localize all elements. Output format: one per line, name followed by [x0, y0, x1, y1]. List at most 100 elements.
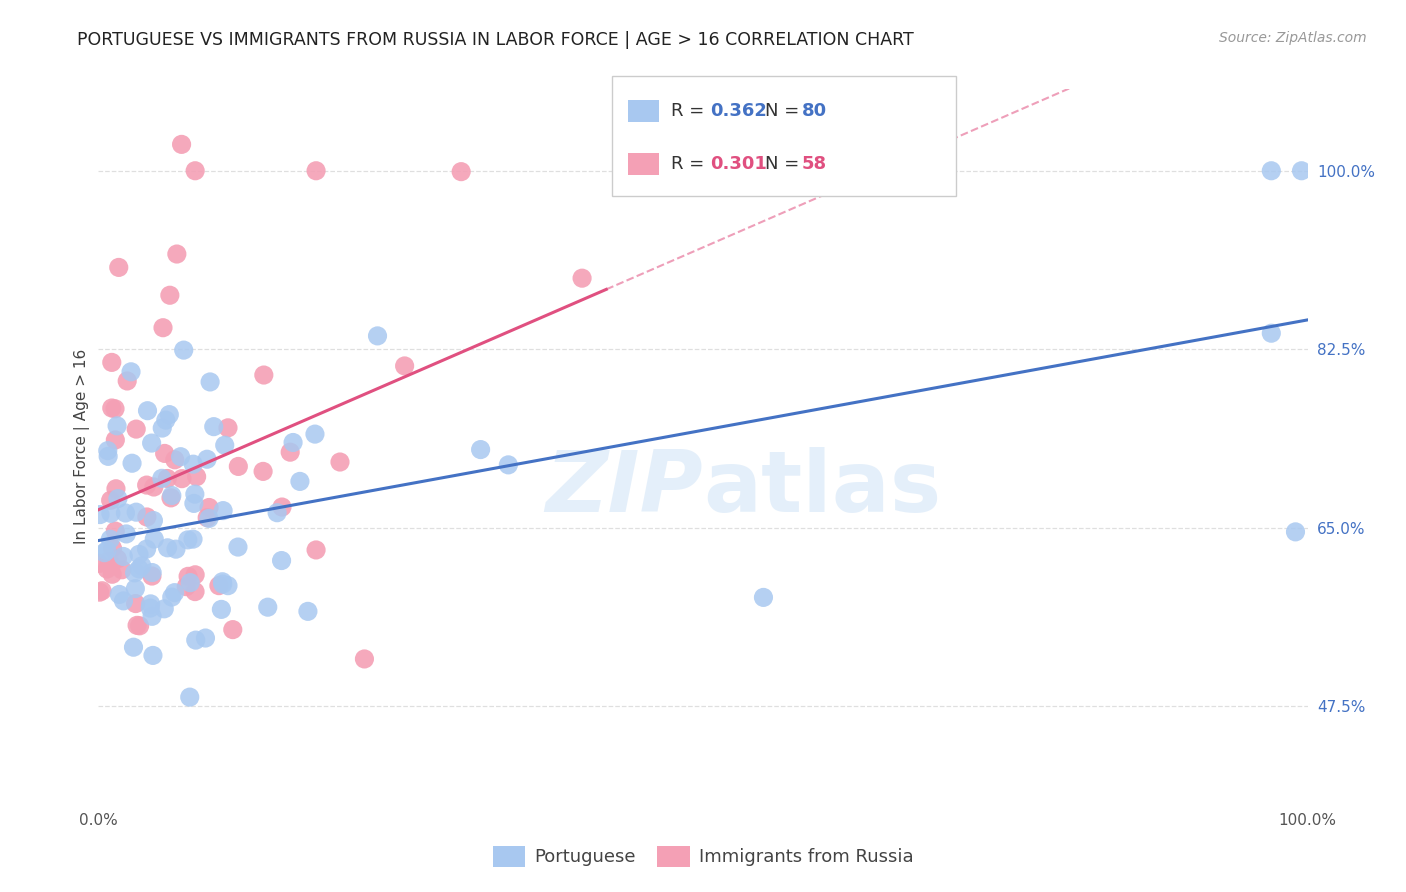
- Point: [450, 164, 472, 178]
- Point: [150, 471, 173, 485]
- Text: 0.362: 0.362: [710, 102, 766, 120]
- Point: [121, 456, 143, 470]
- Point: [156, 541, 179, 555]
- Point: [89, 508, 111, 522]
- Point: [184, 487, 207, 501]
- Point: [114, 506, 136, 520]
- Point: [135, 510, 157, 524]
- Point: [571, 271, 593, 285]
- Point: [97, 443, 120, 458]
- Point: [177, 569, 200, 583]
- Point: [136, 403, 159, 417]
- Point: [752, 591, 775, 605]
- Point: [104, 433, 127, 447]
- Point: [104, 401, 127, 416]
- Point: [198, 511, 221, 525]
- Point: [226, 540, 249, 554]
- Point: [142, 514, 165, 528]
- Point: [278, 445, 301, 459]
- Point: [104, 482, 127, 496]
- Point: [271, 500, 294, 514]
- Text: Source: ZipAtlas.com: Source: ZipAtlas.com: [1219, 31, 1367, 45]
- Text: atlas: atlas: [703, 447, 941, 531]
- Point: [125, 422, 148, 436]
- Point: [174, 580, 197, 594]
- Point: [156, 471, 179, 485]
- Point: [228, 459, 250, 474]
- Y-axis label: In Labor Force | Age > 16: In Labor Force | Age > 16: [75, 349, 90, 543]
- Text: ZIP: ZIP: [546, 447, 703, 531]
- Point: [184, 163, 207, 178]
- Point: [89, 585, 111, 599]
- Point: [160, 590, 183, 604]
- Point: [100, 493, 122, 508]
- Point: [142, 480, 165, 494]
- Point: [141, 436, 163, 450]
- Point: [165, 542, 187, 557]
- Text: 0.301: 0.301: [710, 155, 766, 173]
- Point: [1284, 524, 1306, 539]
- Point: [184, 584, 207, 599]
- Point: [141, 566, 163, 580]
- Point: [124, 597, 146, 611]
- Text: N =: N =: [765, 102, 804, 120]
- Point: [101, 567, 124, 582]
- Point: [115, 374, 138, 388]
- Point: [253, 368, 276, 382]
- Point: [163, 585, 186, 599]
- Point: [181, 532, 204, 546]
- Point: [128, 619, 150, 633]
- Point: [305, 163, 328, 178]
- Point: [141, 569, 163, 583]
- Point: [305, 543, 328, 558]
- Point: [169, 450, 191, 464]
- Point: [222, 623, 245, 637]
- Point: [202, 419, 225, 434]
- Point: [101, 355, 124, 369]
- Point: [266, 506, 288, 520]
- Point: [329, 455, 352, 469]
- Point: [124, 582, 146, 596]
- Point: [108, 587, 131, 601]
- Point: [1291, 163, 1313, 178]
- Point: [304, 427, 326, 442]
- Point: [105, 418, 128, 433]
- Point: [111, 563, 134, 577]
- Point: [208, 579, 231, 593]
- Point: [96, 543, 118, 558]
- Text: R =: R =: [671, 155, 710, 173]
- Point: [97, 450, 120, 464]
- Text: 58: 58: [801, 155, 827, 173]
- Point: [122, 640, 145, 655]
- Point: [288, 475, 311, 489]
- Point: [120, 365, 142, 379]
- Point: [252, 464, 274, 478]
- Point: [163, 452, 186, 467]
- Point: [141, 609, 163, 624]
- Point: [112, 594, 135, 608]
- Point: [101, 541, 124, 556]
- Point: [498, 458, 520, 472]
- Point: [209, 602, 232, 616]
- Point: [128, 562, 150, 576]
- Point: [160, 491, 183, 505]
- Point: [1260, 326, 1282, 341]
- Point: [139, 601, 162, 615]
- Point: [93, 546, 115, 560]
- Point: [124, 566, 146, 580]
- Point: [297, 604, 319, 618]
- Point: [105, 552, 128, 566]
- Point: [152, 320, 174, 334]
- Point: [198, 500, 221, 515]
- Point: [212, 503, 235, 517]
- Point: [135, 478, 157, 492]
- Point: [195, 510, 218, 524]
- Text: N =: N =: [765, 155, 804, 173]
- Point: [217, 421, 239, 435]
- Point: [91, 583, 114, 598]
- Point: [170, 137, 193, 152]
- Point: [195, 452, 218, 467]
- Point: [184, 633, 207, 648]
- Point: [214, 438, 236, 452]
- Point: [170, 472, 193, 486]
